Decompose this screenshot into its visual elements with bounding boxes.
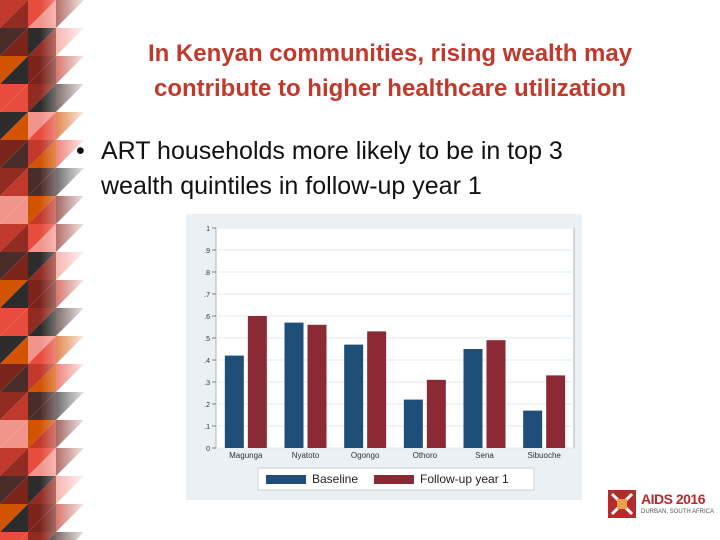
decor-triangle-71 xyxy=(0,392,28,420)
bar-follow-up-year-1-ogongo xyxy=(367,331,387,448)
bar-follow-up-year-1-nyatoto xyxy=(307,324,327,448)
legend-swatch-0 xyxy=(266,475,306,484)
bar-baseline-ogongo xyxy=(344,344,364,448)
decor-triangle-46 xyxy=(0,252,28,280)
logo-name: AIDS 2016 xyxy=(641,491,705,507)
y-tick-label-7: .7 xyxy=(204,292,210,299)
bar-follow-up-year-1-othoro xyxy=(426,379,446,448)
bullet-text: ART households more likely to be in top … xyxy=(101,134,691,204)
bullet-text-line-1: ART households more likely to be in top … xyxy=(101,137,563,165)
decor-triangle-81 xyxy=(0,448,28,476)
x-tick-label-sibuoche: Sibuoche xyxy=(527,451,561,460)
y-tick-label-2: .2 xyxy=(204,402,210,409)
decor-triangle-86 xyxy=(0,476,28,504)
decor-triangle-61 xyxy=(0,336,28,364)
slide-title: In Kenyan communities, rising wealth may… xyxy=(90,36,690,106)
legend-label-0: Baseline xyxy=(312,472,358,486)
red-ribbon-icon xyxy=(608,490,636,518)
decor-triangle-16 xyxy=(0,84,28,112)
y-tick-label-9: .9 xyxy=(204,248,210,255)
y-tick-label-10: 1 xyxy=(206,226,210,233)
bar-chart: 0 .1 .2 .3 .4 .5 .6 .7 .8 .9 1 Magunga Nyatoto Ogongo… xyxy=(204,226,575,491)
decor-triangle-76 xyxy=(0,420,28,448)
decorative-triangle-border xyxy=(0,0,90,540)
bar-baseline-sena xyxy=(463,349,483,448)
decor-triangle-31 xyxy=(0,168,28,196)
x-tick-label-othoro: Othoro xyxy=(413,451,438,460)
y-tick-label-6: .6 xyxy=(204,314,210,321)
x-tick-label-sena: Sena xyxy=(475,451,494,460)
y-tick-label-4: .4 xyxy=(204,358,210,365)
bar-chart-panel: 0 .1 .2 .3 .4 .5 .6 .7 .8 .9 1 Magunga Nyatoto Ogongo… xyxy=(186,214,582,500)
decor-triangle-26 xyxy=(0,140,28,168)
y-tick-label-3: .3 xyxy=(204,380,210,387)
decor-fade xyxy=(40,0,90,540)
title-line-2: contribute to higher healthcare utilizat… xyxy=(153,75,627,102)
x-tick-label-magunga: Magunga xyxy=(229,451,263,460)
title-line-1: In Kenyan communities, rising wealth may xyxy=(147,40,633,67)
decor-triangle-96 xyxy=(20,532,28,540)
legend-swatch-1 xyxy=(374,475,414,484)
y-tick-label-1: .1 xyxy=(204,424,210,431)
bar-follow-up-year-1-sibuoche xyxy=(546,375,566,448)
bar-baseline-nyatoto xyxy=(284,322,304,448)
y-tick-label-0: 0 xyxy=(206,446,210,453)
y-tick-label-5: .5 xyxy=(204,336,210,343)
bar-baseline-magunga xyxy=(224,355,244,448)
bar-follow-up-year-1-magunga xyxy=(247,316,267,448)
bar-baseline-sibuoche xyxy=(523,410,543,448)
decor-triangle-91 xyxy=(0,504,28,532)
bar-follow-up-year-1-sena xyxy=(486,340,506,448)
x-tick-label-nyatoto: Nyatoto xyxy=(292,451,320,460)
decor-triangle-6 xyxy=(0,28,28,56)
decor-triangle-95 xyxy=(0,532,28,540)
legend-label-1: Follow-up year 1 xyxy=(420,472,509,486)
x-tick-label-ogongo: Ogongo xyxy=(351,451,380,460)
decor-triangle-36 xyxy=(0,196,28,224)
decor-triangle-66 xyxy=(0,364,28,392)
aids-2016-logo: AIDS 2016 DURBAN, SOUTH AFRICA xyxy=(606,484,714,530)
decor-triangle-41 xyxy=(0,224,28,252)
bullet-dot: • xyxy=(76,137,85,165)
decor-triangle-11 xyxy=(0,56,28,84)
decor-triangle-51 xyxy=(0,280,28,308)
y-tick-label-8: .8 xyxy=(204,270,210,277)
decor-triangle-21 xyxy=(0,112,28,140)
logo-subtitle: DURBAN, SOUTH AFRICA xyxy=(641,509,715,515)
bar-baseline-othoro xyxy=(403,399,423,448)
decor-triangle-1 xyxy=(0,0,28,28)
bullet-text-line-2: wealth quintiles in follow-up year 1 xyxy=(101,172,482,200)
decor-triangle-56 xyxy=(0,308,28,336)
